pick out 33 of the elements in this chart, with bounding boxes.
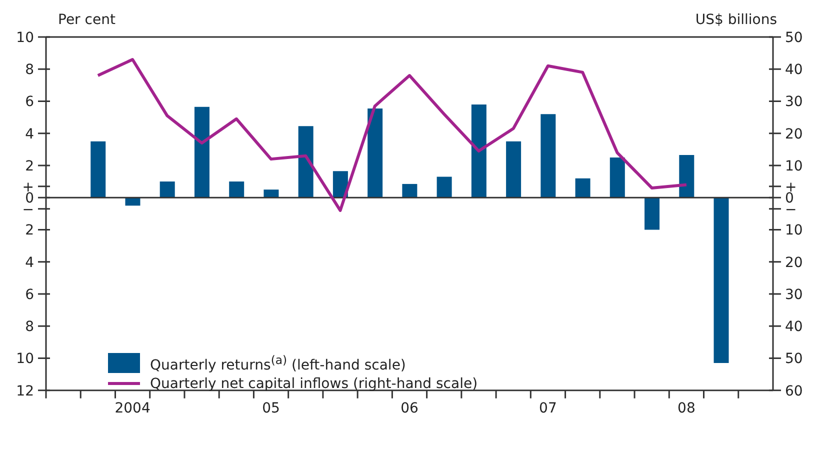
y-tick-label: 10 (16, 351, 34, 368)
x-tick-label: 2004 (114, 400, 150, 416)
y2-tick-label: − (785, 202, 797, 218)
y2-tick-label: 40 (785, 62, 803, 78)
y-tick-label: 2 (25, 222, 34, 239)
y2-tick-label: 10 (785, 158, 803, 174)
legend-label: Quarterly net capital inflows (right-hand scale) (150, 376, 478, 392)
y-tick-label: 12 (16, 383, 34, 400)
x-tick-label: 06 (400, 400, 418, 416)
y2-tick-label: 30 (785, 286, 803, 303)
y2-tick-label: 10 (785, 222, 803, 239)
legend-label: Quarterly returns$^{(a)}$ (left-hand scale) (150, 353, 406, 374)
y2-tick-label: 20 (785, 126, 803, 142)
y-tick-label: 4 (25, 126, 34, 142)
y-tick-label: 4 (25, 254, 34, 271)
y-tick-label: 8 (25, 319, 34, 336)
y-tick-label: 10 (16, 30, 34, 46)
y-tick-label: 6 (25, 286, 34, 303)
y-tick-label: 6 (25, 94, 34, 110)
x-tick-label: 05 (262, 400, 280, 416)
y2-axis-title: US$ billions (695, 12, 777, 28)
y-tick-label: 2 (25, 158, 34, 174)
y2-tick-label: 50 (785, 351, 803, 368)
x-tick-label: 07 (539, 400, 557, 416)
y2-tick-label: 60 (785, 383, 803, 400)
x-tick-label: 08 (678, 400, 696, 416)
y2-tick-label: 40 (785, 319, 803, 336)
y-tick-label: 8 (25, 62, 34, 78)
y2-tick-label: 50 (785, 30, 803, 46)
y-axis-title: Per cent (58, 12, 116, 28)
y2-tick-label: 20 (785, 254, 803, 271)
y2-tick-label: 30 (785, 94, 803, 110)
y-tick-label: − (22, 202, 34, 218)
